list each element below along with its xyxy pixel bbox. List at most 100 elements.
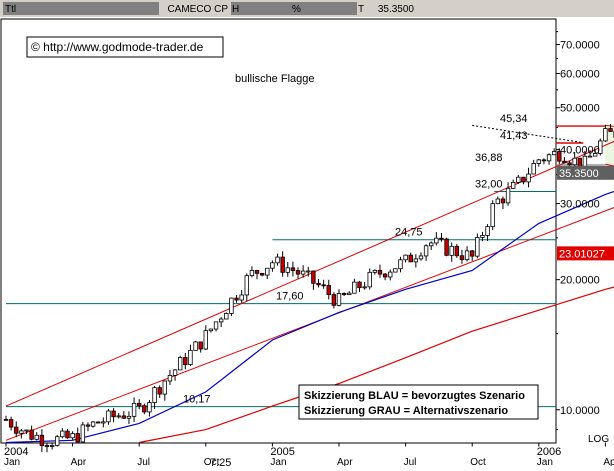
candle-body-22	[117, 416, 121, 417]
candle-body-36	[189, 350, 193, 364]
x-month-label-0: Jan	[4, 457, 20, 466]
candle-body-46	[240, 295, 244, 300]
candle-body-64	[332, 295, 336, 306]
candle-body-37	[194, 342, 198, 350]
candle-body-61	[317, 283, 321, 285]
candle-body-0	[4, 419, 8, 420]
x-month-label-4: Jan	[270, 457, 286, 466]
candle-body-59	[306, 271, 310, 272]
candle-body-52	[271, 263, 275, 268]
candle-body-20	[107, 411, 111, 422]
candle-body-42	[219, 319, 223, 322]
candle-body-71	[368, 272, 372, 287]
x-month-label-8: Jan	[537, 457, 553, 466]
ttl-field	[3, 2, 159, 15]
candle-body-100	[517, 177, 521, 182]
candle-body-16	[86, 425, 90, 426]
candle-body-9	[50, 445, 54, 446]
candle-body-69	[358, 282, 362, 288]
candle-body-3	[20, 431, 24, 433]
y-tick-label-4: 50.0000	[560, 103, 600, 115]
candle-body-74	[383, 274, 387, 277]
y-tick-label-2: 30.0000	[560, 199, 600, 211]
candle-body-25	[132, 403, 136, 416]
candle-body-10	[55, 437, 59, 446]
candle-body-48	[250, 270, 254, 275]
candle-body-63	[327, 286, 331, 295]
candle-body-27	[143, 406, 147, 412]
candle-body-57	[296, 271, 300, 275]
candle-body-83	[429, 243, 433, 246]
candle-body-106	[547, 155, 551, 161]
candle-body-101	[522, 177, 526, 182]
candle-body-109	[563, 161, 567, 163]
candle-body-44	[230, 298, 234, 313]
candle-body-89	[460, 256, 464, 260]
candle-body-87	[450, 246, 454, 255]
candle-body-91	[470, 251, 474, 256]
x-month-label-3: Oct	[204, 457, 220, 466]
candle-body-17	[91, 422, 95, 426]
candle-body-30	[158, 388, 162, 394]
candle-body-103	[532, 163, 536, 174]
candle-body-49	[255, 270, 259, 273]
candle-body-1	[9, 420, 13, 428]
symbol-name: CAMECO CP	[167, 4, 228, 15]
current-price-box: 35.3500	[557, 166, 614, 180]
candle-body-35	[184, 357, 188, 364]
candle-body-99	[511, 182, 515, 188]
candle-body-11	[61, 431, 65, 437]
header-bar: Ttl CAMECO CP H % T 35.3500	[0, 0, 614, 17]
candle-body-34	[178, 357, 182, 369]
candle-body-105	[542, 160, 546, 161]
level-label-2: 36,88	[475, 152, 503, 164]
candle-body-55	[286, 268, 290, 272]
candle-body-56	[291, 268, 295, 271]
candle-body-31	[163, 381, 167, 394]
candle-body-12	[66, 431, 70, 438]
candle-body-54	[281, 257, 285, 272]
candle-body-8	[45, 446, 49, 447]
percent-label: %	[292, 4, 301, 15]
candle-body-4	[25, 430, 29, 431]
candle-body-33	[173, 370, 177, 376]
candle-body-51	[265, 268, 269, 275]
x-month-label-7: Oct	[470, 457, 486, 466]
candle-body-98	[506, 188, 510, 203]
candle-body-47	[245, 276, 249, 295]
x-month-label-6: Jul	[404, 457, 417, 466]
candle-body-75	[388, 272, 392, 277]
candle-body-32	[168, 375, 172, 381]
flag-annotation: bullische Flagge	[235, 73, 315, 85]
candle-body-88	[455, 246, 459, 255]
candle-body-97	[501, 199, 505, 203]
candle-body-21	[112, 411, 116, 417]
candle-body-50	[260, 273, 264, 275]
candle-body-72	[373, 270, 377, 272]
candle-body-58	[301, 271, 305, 274]
candle-body-93	[481, 235, 485, 237]
y-tick-label-1: 20.0000	[560, 275, 600, 287]
level-label-1: 41,43	[500, 130, 528, 142]
y-tick-label-3: 40.0000	[560, 145, 600, 157]
candle-body-28	[148, 403, 152, 412]
candle-body-80	[414, 259, 418, 262]
candle-body-7	[40, 435, 44, 445]
candle-body-81	[419, 256, 423, 259]
candle-body-94	[486, 227, 490, 236]
candle-body-110	[568, 163, 572, 165]
candle-body-26	[137, 403, 141, 405]
candle-body-2	[14, 427, 18, 433]
candle-body-43	[224, 313, 228, 319]
high-label: H	[232, 4, 239, 15]
legend-blue-text: Skizzierung BLAU = bevorzugtes Szenario	[304, 390, 525, 402]
x-month-label-2: Jul	[137, 457, 150, 466]
candle-body-102	[527, 174, 531, 182]
candle-body-117	[604, 129, 608, 141]
candle-body-62	[322, 285, 326, 286]
candle-body-53	[276, 257, 280, 263]
candle-body-65	[337, 293, 341, 305]
candle-body-78	[404, 255, 408, 260]
log-scale-label: LOG	[588, 434, 609, 445]
scenario-legend: Skizzierung BLAU = bevorzugtes Szenario …	[299, 385, 538, 419]
